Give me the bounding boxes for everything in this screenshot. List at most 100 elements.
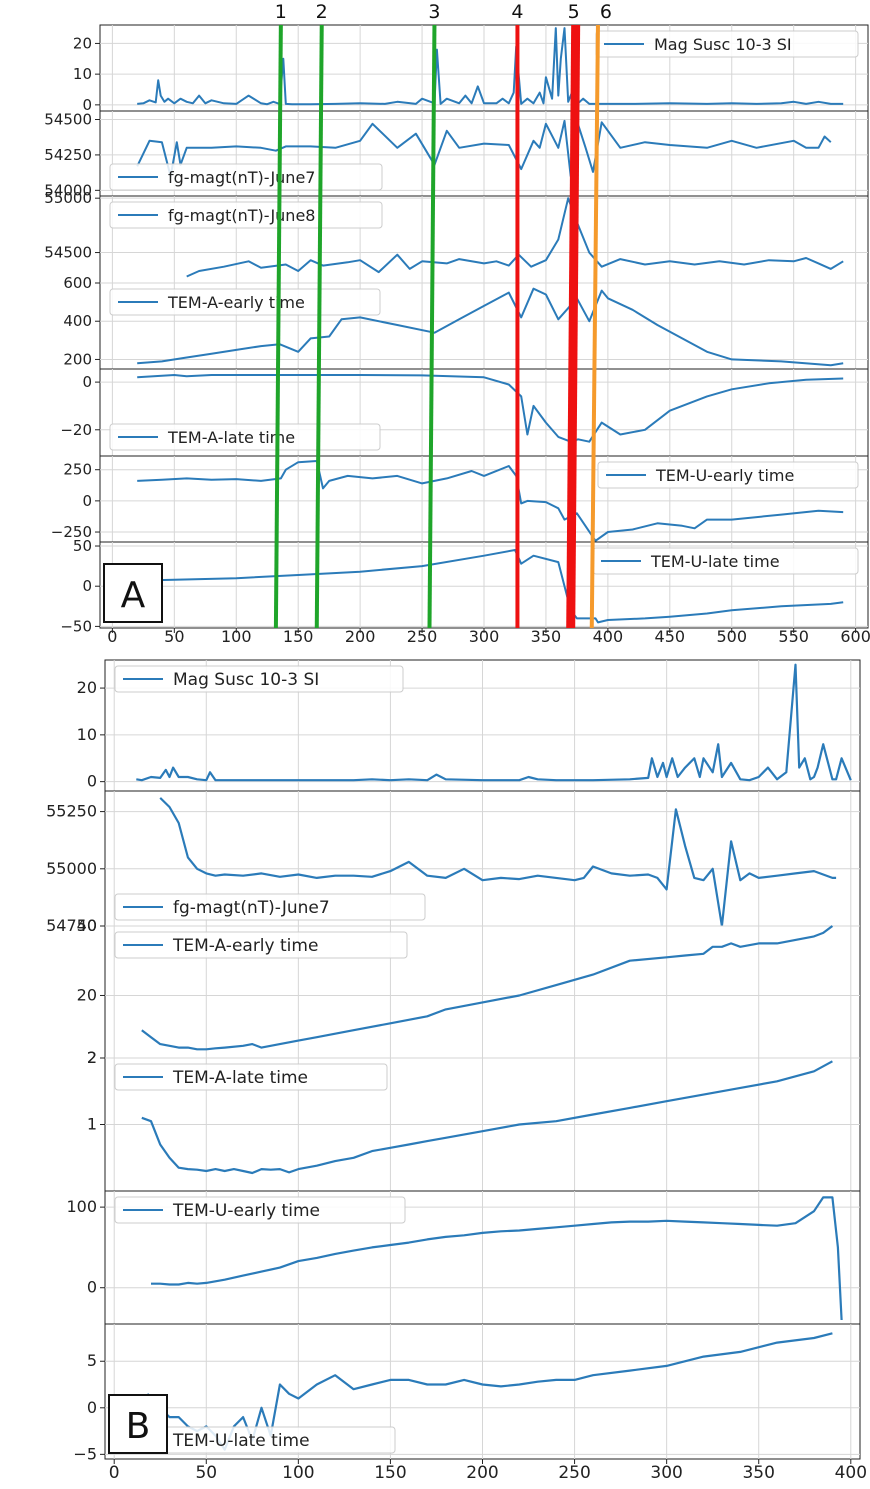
y-tick-label: 55000 xyxy=(46,859,97,878)
series-line xyxy=(137,287,844,367)
y-tick-label: 55000 xyxy=(44,189,92,207)
legend-box xyxy=(114,893,426,921)
y-tick-label: −5 xyxy=(73,1444,97,1463)
subplot-B-2: 54750 55000 55250 fg-magt(nT)-June7 xyxy=(46,790,861,935)
marker-label-4: 4 xyxy=(511,1,523,23)
legend: fg-magt(nT)-June7 xyxy=(114,893,426,921)
legend-box xyxy=(109,201,383,229)
series-line xyxy=(136,119,832,178)
subplot-B-6: −5 0 5 TEM-U-late time xyxy=(73,1323,861,1463)
legend-label: fg-magt(nT)-June7 xyxy=(168,168,315,187)
y-tick-label: 54250 xyxy=(44,146,92,164)
y-tick-label: 200 xyxy=(63,350,92,368)
x-tick-label: 200 xyxy=(345,627,376,646)
legend: TEM-U-early time xyxy=(597,461,859,489)
legend-label: fg-magt(nT)-June7 xyxy=(173,898,330,918)
legend-label: TEM-U-early time xyxy=(172,1201,320,1221)
panel-label-box xyxy=(103,563,163,623)
y-tick-label: 20 xyxy=(73,34,92,52)
marker-label-3: 3 xyxy=(428,1,440,23)
legend-label: TEM-U-late time xyxy=(650,552,780,571)
legend-label: TEM-A-early time xyxy=(172,936,318,956)
marker-line-6 xyxy=(589,24,600,629)
legend-label: TEM-U-late time xyxy=(172,1431,310,1451)
y-tick-label: −250 xyxy=(51,523,92,541)
x-tick-label: 250 xyxy=(407,627,438,646)
y-tick-label: 10 xyxy=(77,725,97,744)
y-tick-label: 40 xyxy=(77,916,97,935)
y-tick-label: 10 xyxy=(73,65,92,83)
marker-line-5 xyxy=(566,24,581,629)
legend: TEM-A-late time xyxy=(109,423,381,451)
x-tick-label: 100 xyxy=(282,1463,314,1483)
legend-box xyxy=(114,1063,388,1091)
y-tick-label: 54500 xyxy=(44,244,92,262)
subplot-B-5: 0 100 TEM-U-early time xyxy=(66,1190,861,1325)
legend-label: Mag Susc 10-3 SI xyxy=(173,670,319,690)
y-tick-label: 0 xyxy=(82,96,92,114)
series-line xyxy=(159,797,837,928)
x-tick-label: 200 xyxy=(466,1463,498,1483)
marker-line-2 xyxy=(314,24,324,629)
legend-label: Mag Susc 10-3 SI xyxy=(654,35,792,54)
y-tick-label: 1 xyxy=(87,1115,97,1134)
legend-label: TEM-U-early time xyxy=(655,466,794,485)
series-line xyxy=(137,374,844,443)
marker-label-5: 5 xyxy=(568,1,580,23)
x-tick-label: 50 xyxy=(195,1463,217,1483)
subplot-B-1: 0 10 20 Mag Susc 10-3 SI xyxy=(77,659,861,792)
legend-label: TEM-A-late time xyxy=(167,428,295,447)
y-tick-label: 5 xyxy=(87,1351,97,1370)
y-tick-label: 2 xyxy=(87,1048,97,1067)
legend-box xyxy=(114,665,404,693)
legend-box xyxy=(114,931,408,959)
x-tick-label: 250 xyxy=(558,1463,590,1483)
marker-line-3 xyxy=(427,24,437,629)
subplot-B-3: 2 20 40 TEM-A-early time xyxy=(77,916,861,1067)
legend: TEM-A-early time xyxy=(114,931,408,959)
legend: TEM-U-late time xyxy=(592,547,859,575)
subplot-A-6: −250 0 250 TEM-U-early time xyxy=(51,455,869,543)
x-tick-label: 150 xyxy=(283,627,314,646)
x-tick-label: 0 xyxy=(109,1463,120,1483)
legend-label: TEM-A-early time xyxy=(167,293,305,312)
series-line xyxy=(141,925,834,1051)
legend-box xyxy=(109,423,381,451)
panel-label: A xyxy=(121,575,146,616)
y-tick-label: 0 xyxy=(82,577,92,595)
x-tick-label: 300 xyxy=(650,1463,682,1483)
y-tick-label: 250 xyxy=(63,461,92,479)
legend-box xyxy=(109,163,383,191)
y-tick-label: 100 xyxy=(66,1197,97,1216)
y-tick-label: 54000 xyxy=(44,181,92,199)
marker-label-1: 1 xyxy=(275,1,287,23)
x-tick-label: 350 xyxy=(742,1463,774,1483)
x-tick-label: 100 xyxy=(221,627,252,646)
x-tick-label: 400 xyxy=(593,627,624,646)
y-tick-label: 54750 xyxy=(46,916,97,935)
x-tick-label: 350 xyxy=(531,627,562,646)
x-tick-label: 0 xyxy=(107,627,117,646)
series-line xyxy=(186,197,844,278)
y-tick-label: 0 xyxy=(82,373,92,391)
x-tick-label: 450 xyxy=(655,627,686,646)
y-tick-label: 0 xyxy=(87,1278,97,1297)
y-tick-label: 400 xyxy=(63,312,92,330)
panel-label-box xyxy=(108,1394,168,1454)
series-line xyxy=(137,460,844,542)
y-tick-label: −20 xyxy=(60,421,92,439)
subplot-A-4: 200 400 600 TEM-A-early time xyxy=(63,274,869,370)
legend-box xyxy=(114,1196,406,1224)
series-line xyxy=(136,663,852,782)
legend: fg-magt(nT)-June7 xyxy=(109,163,383,191)
subplot-A-3: 54500 55000 fg-magt(nT)-June8 xyxy=(44,189,869,284)
x-tick-label: 50 xyxy=(164,627,184,646)
y-tick-label: 0 xyxy=(87,772,97,791)
subplot-A-7: −50 0 50 TEM-U-late time xyxy=(60,537,869,635)
series-line xyxy=(137,27,844,106)
legend: Mag Susc 10-3 SI xyxy=(114,665,404,693)
legend: TEM-U-early time xyxy=(114,1196,406,1224)
